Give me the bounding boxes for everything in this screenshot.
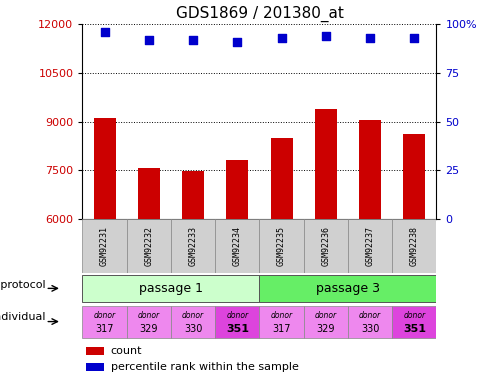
Text: GSM92237: GSM92237	[365, 226, 374, 266]
FancyBboxPatch shape	[303, 306, 347, 338]
FancyBboxPatch shape	[347, 306, 392, 338]
Text: donor: donor	[182, 310, 204, 320]
Bar	[270, 138, 292, 219]
Text: GSM92231: GSM92231	[100, 226, 109, 266]
Text: donor: donor	[137, 310, 160, 320]
Point	[101, 29, 108, 35]
Text: GSM92234: GSM92234	[232, 226, 242, 266]
FancyBboxPatch shape	[259, 274, 436, 302]
Point	[145, 37, 152, 43]
FancyBboxPatch shape	[82, 219, 126, 273]
Text: individual: individual	[0, 312, 45, 322]
FancyBboxPatch shape	[82, 274, 259, 302]
Text: GSM92236: GSM92236	[321, 226, 330, 266]
Text: 317: 317	[95, 324, 114, 334]
FancyBboxPatch shape	[126, 306, 170, 338]
Text: GSM92238: GSM92238	[409, 226, 418, 266]
FancyBboxPatch shape	[259, 219, 303, 273]
Point	[277, 35, 285, 41]
Text: percentile rank within the sample: percentile rank within the sample	[110, 362, 298, 372]
Bar	[403, 135, 424, 219]
Point	[365, 35, 373, 41]
Point	[189, 37, 197, 43]
Text: donor: donor	[93, 310, 115, 320]
Text: 330: 330	[183, 324, 202, 334]
Bar	[182, 171, 204, 219]
Text: GSM92232: GSM92232	[144, 226, 153, 266]
FancyBboxPatch shape	[347, 219, 392, 273]
Point	[409, 35, 417, 41]
Text: donor: donor	[358, 310, 380, 320]
FancyBboxPatch shape	[170, 219, 215, 273]
Text: 351: 351	[402, 324, 425, 334]
Point	[233, 39, 241, 45]
FancyBboxPatch shape	[392, 219, 436, 273]
Bar	[226, 160, 248, 219]
Text: 330: 330	[360, 324, 378, 334]
Bar	[86, 363, 104, 371]
Text: passage 1: passage 1	[139, 282, 202, 295]
Text: count: count	[110, 346, 142, 356]
Bar	[314, 108, 336, 219]
FancyBboxPatch shape	[82, 306, 126, 338]
Bar	[358, 120, 380, 219]
Text: growth protocol: growth protocol	[0, 280, 45, 290]
FancyBboxPatch shape	[215, 306, 259, 338]
Bar	[93, 118, 115, 219]
Text: GSM92235: GSM92235	[276, 226, 286, 266]
FancyBboxPatch shape	[170, 306, 215, 338]
FancyBboxPatch shape	[259, 306, 303, 338]
FancyBboxPatch shape	[126, 219, 170, 273]
FancyBboxPatch shape	[392, 306, 436, 338]
Text: donor: donor	[226, 310, 248, 320]
Text: 329: 329	[139, 324, 158, 334]
Bar	[86, 346, 104, 355]
Bar	[137, 168, 160, 219]
Text: donor: donor	[403, 310, 424, 320]
Text: GSM92233: GSM92233	[188, 226, 197, 266]
FancyBboxPatch shape	[215, 219, 259, 273]
Title: GDS1869 / 201380_at: GDS1869 / 201380_at	[175, 5, 343, 22]
Text: donor: donor	[314, 310, 336, 320]
Text: passage 3: passage 3	[316, 282, 379, 295]
Text: 317: 317	[272, 324, 290, 334]
Text: 329: 329	[316, 324, 334, 334]
Point	[321, 33, 329, 39]
Text: donor: donor	[270, 310, 292, 320]
Text: 351: 351	[226, 324, 248, 334]
FancyBboxPatch shape	[303, 219, 347, 273]
